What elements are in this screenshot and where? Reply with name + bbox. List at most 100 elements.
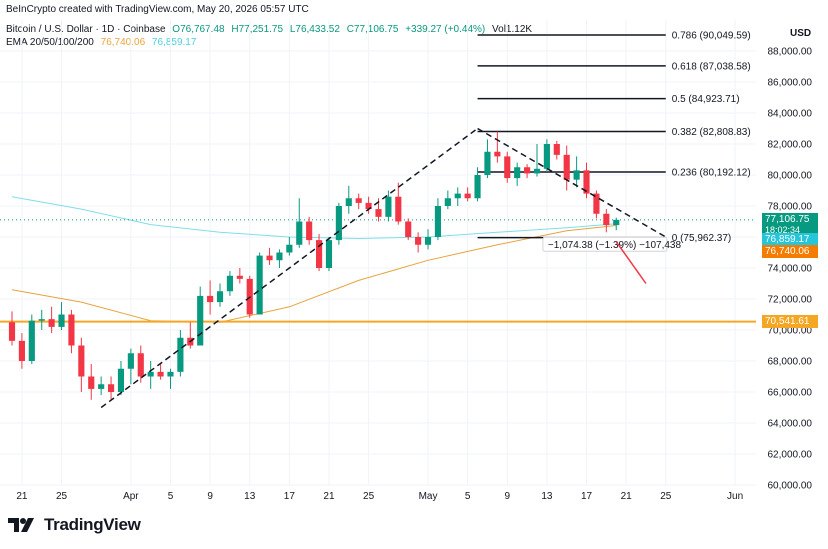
candle-body [48,319,55,327]
candle [524,164,531,179]
x-tick-label: May [419,491,438,502]
y-tick-label: 64,000.00 [768,419,813,430]
candle [88,364,95,400]
candle-body [315,240,323,268]
candle [117,361,125,396]
x-tick-label: 9 [504,491,510,502]
low-value: L76,433.52 [289,24,340,35]
volume-value: Vol1.12K [492,24,533,35]
x-tick-label: 17 [581,491,593,502]
candle-body [226,275,233,292]
y-tick-label: 68,000.00 [768,357,813,368]
candle-body [325,240,333,268]
candle [395,182,402,225]
candle [494,131,501,163]
y-tick-label: 88,000.00 [768,47,813,58]
annotation-text: −1,074.38 (−1.39%) −107,438 [548,240,682,251]
candle-body [603,213,610,226]
candle [8,311,16,346]
candle [355,193,362,210]
fib-label: 0 (75,962.37) [672,233,732,244]
candle-body [514,167,521,179]
trendline [477,127,667,238]
candle-body [385,196,392,217]
candle-body [127,353,134,369]
candle-body [28,320,35,361]
candle-body [58,314,65,327]
candle [167,368,174,389]
tradingview-brand: TradingView [44,515,141,534]
candle [514,162,521,186]
candle [325,237,333,272]
x-tick-label: 25 [660,491,672,502]
candle-body [296,221,303,245]
candle [464,187,471,202]
candle [444,190,451,210]
x-tick-label: 5 [168,491,174,502]
candle-body [266,255,273,261]
high-value: H77,251.75 [231,24,284,35]
candle [276,249,283,268]
candle [553,140,560,160]
candle-body [88,376,95,389]
candle [127,348,134,385]
y-tick-label: 78,000.00 [768,202,813,213]
candle-body [524,167,531,174]
trendlines [100,127,667,409]
candle-body [345,198,352,206]
price-tag: 70,541.61 [762,314,818,328]
candle [603,209,610,233]
y-tick-label: 84,000.00 [768,109,813,120]
candle-body [216,291,224,303]
x-tick-label: 5 [465,491,471,502]
candle [335,202,342,245]
chart-credit: BeInCrypto created with TradingView.com,… [6,4,309,15]
fib-label: 0.786 (90,049.59) [672,31,751,42]
candle-body [553,144,560,155]
candle-body [18,340,25,361]
candle [533,144,541,177]
symbol-name: Bitcoin / U.S. Dollar · 1D · Coinbase [6,24,166,35]
candle-body [335,206,342,241]
candle [256,252,263,315]
close-value: C77,106.75 [346,24,399,35]
candle-body [573,170,580,180]
y-tick-label: 82,000.00 [768,140,813,151]
candle-body [147,371,154,377]
x-tick-label: 25 [56,491,68,502]
candle-body [434,206,442,237]
candle-body [8,322,16,341]
candle [583,162,590,199]
candle-body [38,319,45,321]
candle-body [424,237,432,245]
price-tag: 76,859.17 [762,232,818,246]
candle [58,302,65,330]
x-tick-label: 21 [16,491,28,502]
candle [286,237,293,256]
candle [405,218,412,241]
candle-body [355,198,362,203]
candle-body [207,295,214,303]
tradingview-logo-icon [8,518,34,532]
candle-body [405,221,412,237]
candle-body [464,193,471,199]
candle [197,286,204,346]
candle [78,337,85,392]
tradingview-logo[interactable]: TradingView [8,515,141,535]
candle [454,187,461,206]
candle-body [78,345,85,377]
candle-body [236,275,243,279]
ema-legend: EMA 20/50/100/200 76,740.06 76,859.17 [6,37,200,48]
y-tick-label: 62,000.00 [768,450,813,461]
candle [137,345,144,383]
candle [315,233,323,272]
ema-line [11,225,617,323]
ema-label: EMA 20/50/100/200 [6,37,94,48]
candle [345,185,352,214]
x-tick-label: Apr [123,491,139,502]
x-tick-label: 25 [363,491,375,502]
trendline [100,127,479,409]
candle-body [107,384,115,392]
candle [415,232,422,253]
